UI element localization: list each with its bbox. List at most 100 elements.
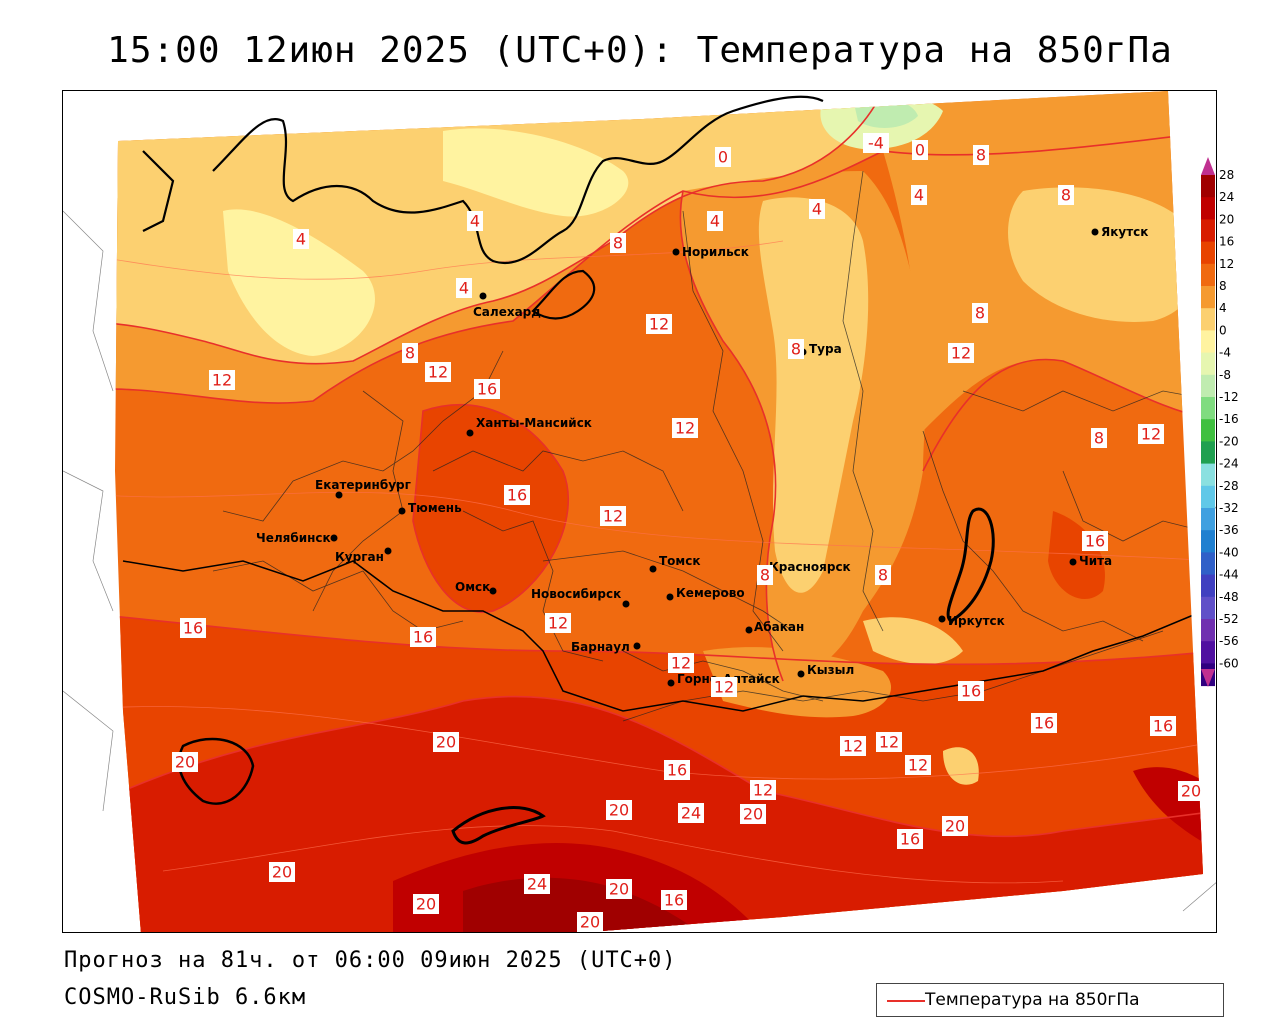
city-marker-khanty-mansiysk[interactable]: Ханты-Мансийск (466, 416, 592, 437)
city-marker-yakutsk[interactable]: Якутск (1091, 225, 1149, 239)
city-label-novosibirsk: Новосибирск (531, 587, 621, 601)
city-marker-chita[interactable]: Чита (1069, 554, 1113, 568)
city-marker-kemerovo[interactable]: Кемерово (666, 586, 745, 601)
isotherm-label: 20 (172, 752, 198, 772)
svg-text:8: 8 (405, 344, 415, 363)
svg-text:4: 4 (914, 186, 924, 205)
svg-text:16: 16 (900, 830, 920, 849)
colorbar-segment (1201, 552, 1215, 576)
colorbar-tick-label: 8 (1219, 279, 1227, 293)
legend-line-swatch (887, 1000, 925, 1002)
isotherm-labels: 0 -4 0 8 4 4 8 4 4 8 8 4 4 12 8 8 12 16 12 12 12 8 12 16 12 16 16 1… (172, 133, 1204, 932)
colorbar-segment (1201, 374, 1215, 398)
svg-text:12: 12 (603, 507, 623, 526)
isotherm-label: 16 (410, 627, 436, 647)
city-marker-kyzyl[interactable]: Кызыл (797, 663, 855, 678)
city-marker-barnaul[interactable]: Барнаул (571, 640, 641, 654)
isotherm-label: 8 (973, 145, 989, 165)
colorbar-segment (1201, 441, 1215, 465)
isotherm-label: 12 (750, 780, 776, 800)
isotherm-label: 16 (1150, 716, 1176, 736)
model-name: COSMO-RuSib 6.6км (64, 985, 307, 1010)
colorbar-tick-label: -56 (1219, 634, 1239, 648)
colorbar-tick-label: -52 (1219, 612, 1239, 626)
city-marker-novosibirsk[interactable]: Новосибирск (531, 587, 630, 608)
svg-text:12: 12 (671, 654, 691, 673)
city-label-omsk: Омск (455, 580, 490, 594)
isotherm-label: 8 (1058, 185, 1074, 205)
colorbar-tick-label: 24 (1219, 190, 1234, 204)
svg-text:16: 16 (507, 486, 527, 505)
colorbar-tick-label: -36 (1219, 523, 1239, 537)
svg-text:20: 20 (609, 880, 629, 899)
isotherm-label: 12 (425, 362, 451, 382)
city-marker-abakan[interactable]: Абакан (745, 620, 805, 634)
legend-label: Температура на 850гПа (925, 990, 1140, 1010)
isotherm-label: 4 (293, 229, 309, 249)
city-marker-krasnoyarsk[interactable]: Красноярск (759, 560, 851, 574)
city-marker-kurgan[interactable]: Курган (335, 547, 392, 565)
colorbar-tick-label: -28 (1219, 479, 1239, 493)
city-marker-tomsk[interactable]: Томск (649, 554, 701, 573)
city-marker-norilsk[interactable]: Норильск (672, 245, 749, 259)
isotherm-label: 16 (1031, 713, 1057, 733)
colorbar-segment (1201, 619, 1215, 642)
isotherm-label: 4 (911, 185, 927, 205)
colorbar-segment (1201, 530, 1215, 553)
city-label-chita: Чита (1079, 554, 1112, 568)
temperature-map[interactable]: Норильск Якутск Салехард Тура Ханты-Манс… (63, 91, 1217, 933)
svg-text:12: 12 (951, 344, 971, 363)
isotherm-label: 12 (905, 755, 931, 775)
isotherm-label: 16 (474, 379, 500, 399)
city-label-kurgan: Курган (335, 550, 384, 564)
colorbar-tick-label: 28 (1219, 168, 1234, 182)
city-marker-chelyabinsk[interactable]: Челябинск (256, 531, 338, 545)
city-label-kyzyl: Кызыл (807, 663, 854, 677)
city-marker-irkutsk[interactable]: Иркутск (938, 614, 1005, 628)
city-label-tomsk: Томск (659, 554, 701, 568)
city-marker-tyumen[interactable]: Тюмень (398, 501, 463, 515)
colorbar-segment (1201, 263, 1215, 287)
svg-text:16: 16 (1034, 714, 1054, 733)
map-panel[interactable]: Норильск Якутск Салехард Тура Ханты-Манс… (62, 90, 1217, 933)
colorbar-segment (1201, 419, 1215, 442)
svg-text:12: 12 (908, 756, 928, 775)
city-label-krasnoyarsk: Красноярск (769, 560, 851, 574)
isotherm-label: 16 (504, 485, 530, 505)
temperature-field (115, 91, 1203, 932)
svg-text:0: 0 (915, 141, 925, 160)
isotherm-label: 12 (600, 506, 626, 526)
city-marker-omsk[interactable]: Омск (455, 580, 497, 595)
isotherm-label: 12 (545, 613, 571, 633)
isotherm-label: 20 (606, 879, 632, 899)
colorbar-tick-label: -60 (1219, 656, 1239, 670)
svg-text:8: 8 (613, 234, 623, 253)
svg-text:8: 8 (878, 566, 888, 585)
svg-text:16: 16 (1085, 532, 1105, 551)
city-label-tyumen: Тюмень (408, 501, 462, 515)
city-label-chelyabinsk: Челябинск (256, 531, 331, 545)
svg-text:8: 8 (976, 146, 986, 165)
svg-text:24: 24 (527, 875, 547, 894)
svg-text:12: 12 (1141, 425, 1161, 444)
svg-text:0: 0 (718, 148, 728, 167)
svg-text:16: 16 (961, 682, 981, 701)
isotherm-label: 20 (269, 862, 295, 882)
svg-text:12: 12 (843, 737, 863, 756)
baikal-lake (946, 507, 995, 623)
city-marker-salekhard[interactable]: Салехард (473, 292, 541, 320)
isotherm-label: 4 (809, 199, 825, 219)
svg-text:12: 12 (428, 363, 448, 382)
colorbar-tick-label: -16 (1219, 412, 1239, 426)
city-label-khanty-mansiysk: Ханты-Мансийск (476, 416, 592, 430)
svg-text:12: 12 (548, 614, 568, 633)
isotherm-label: 4 (467, 211, 483, 231)
colorbar-tick-label: -4 (1219, 346, 1231, 360)
city-marker-yekaterinburg[interactable]: Екатеринбург (315, 478, 411, 499)
isotherm-label: 4 (456, 278, 472, 298)
isotherm-label: -4 (863, 133, 889, 153)
svg-text:16: 16 (477, 380, 497, 399)
isotherm-label: 20 (1178, 781, 1204, 801)
colorbar-segment (1201, 463, 1215, 487)
city-label-yekaterinburg: Екатеринбург (315, 478, 411, 492)
